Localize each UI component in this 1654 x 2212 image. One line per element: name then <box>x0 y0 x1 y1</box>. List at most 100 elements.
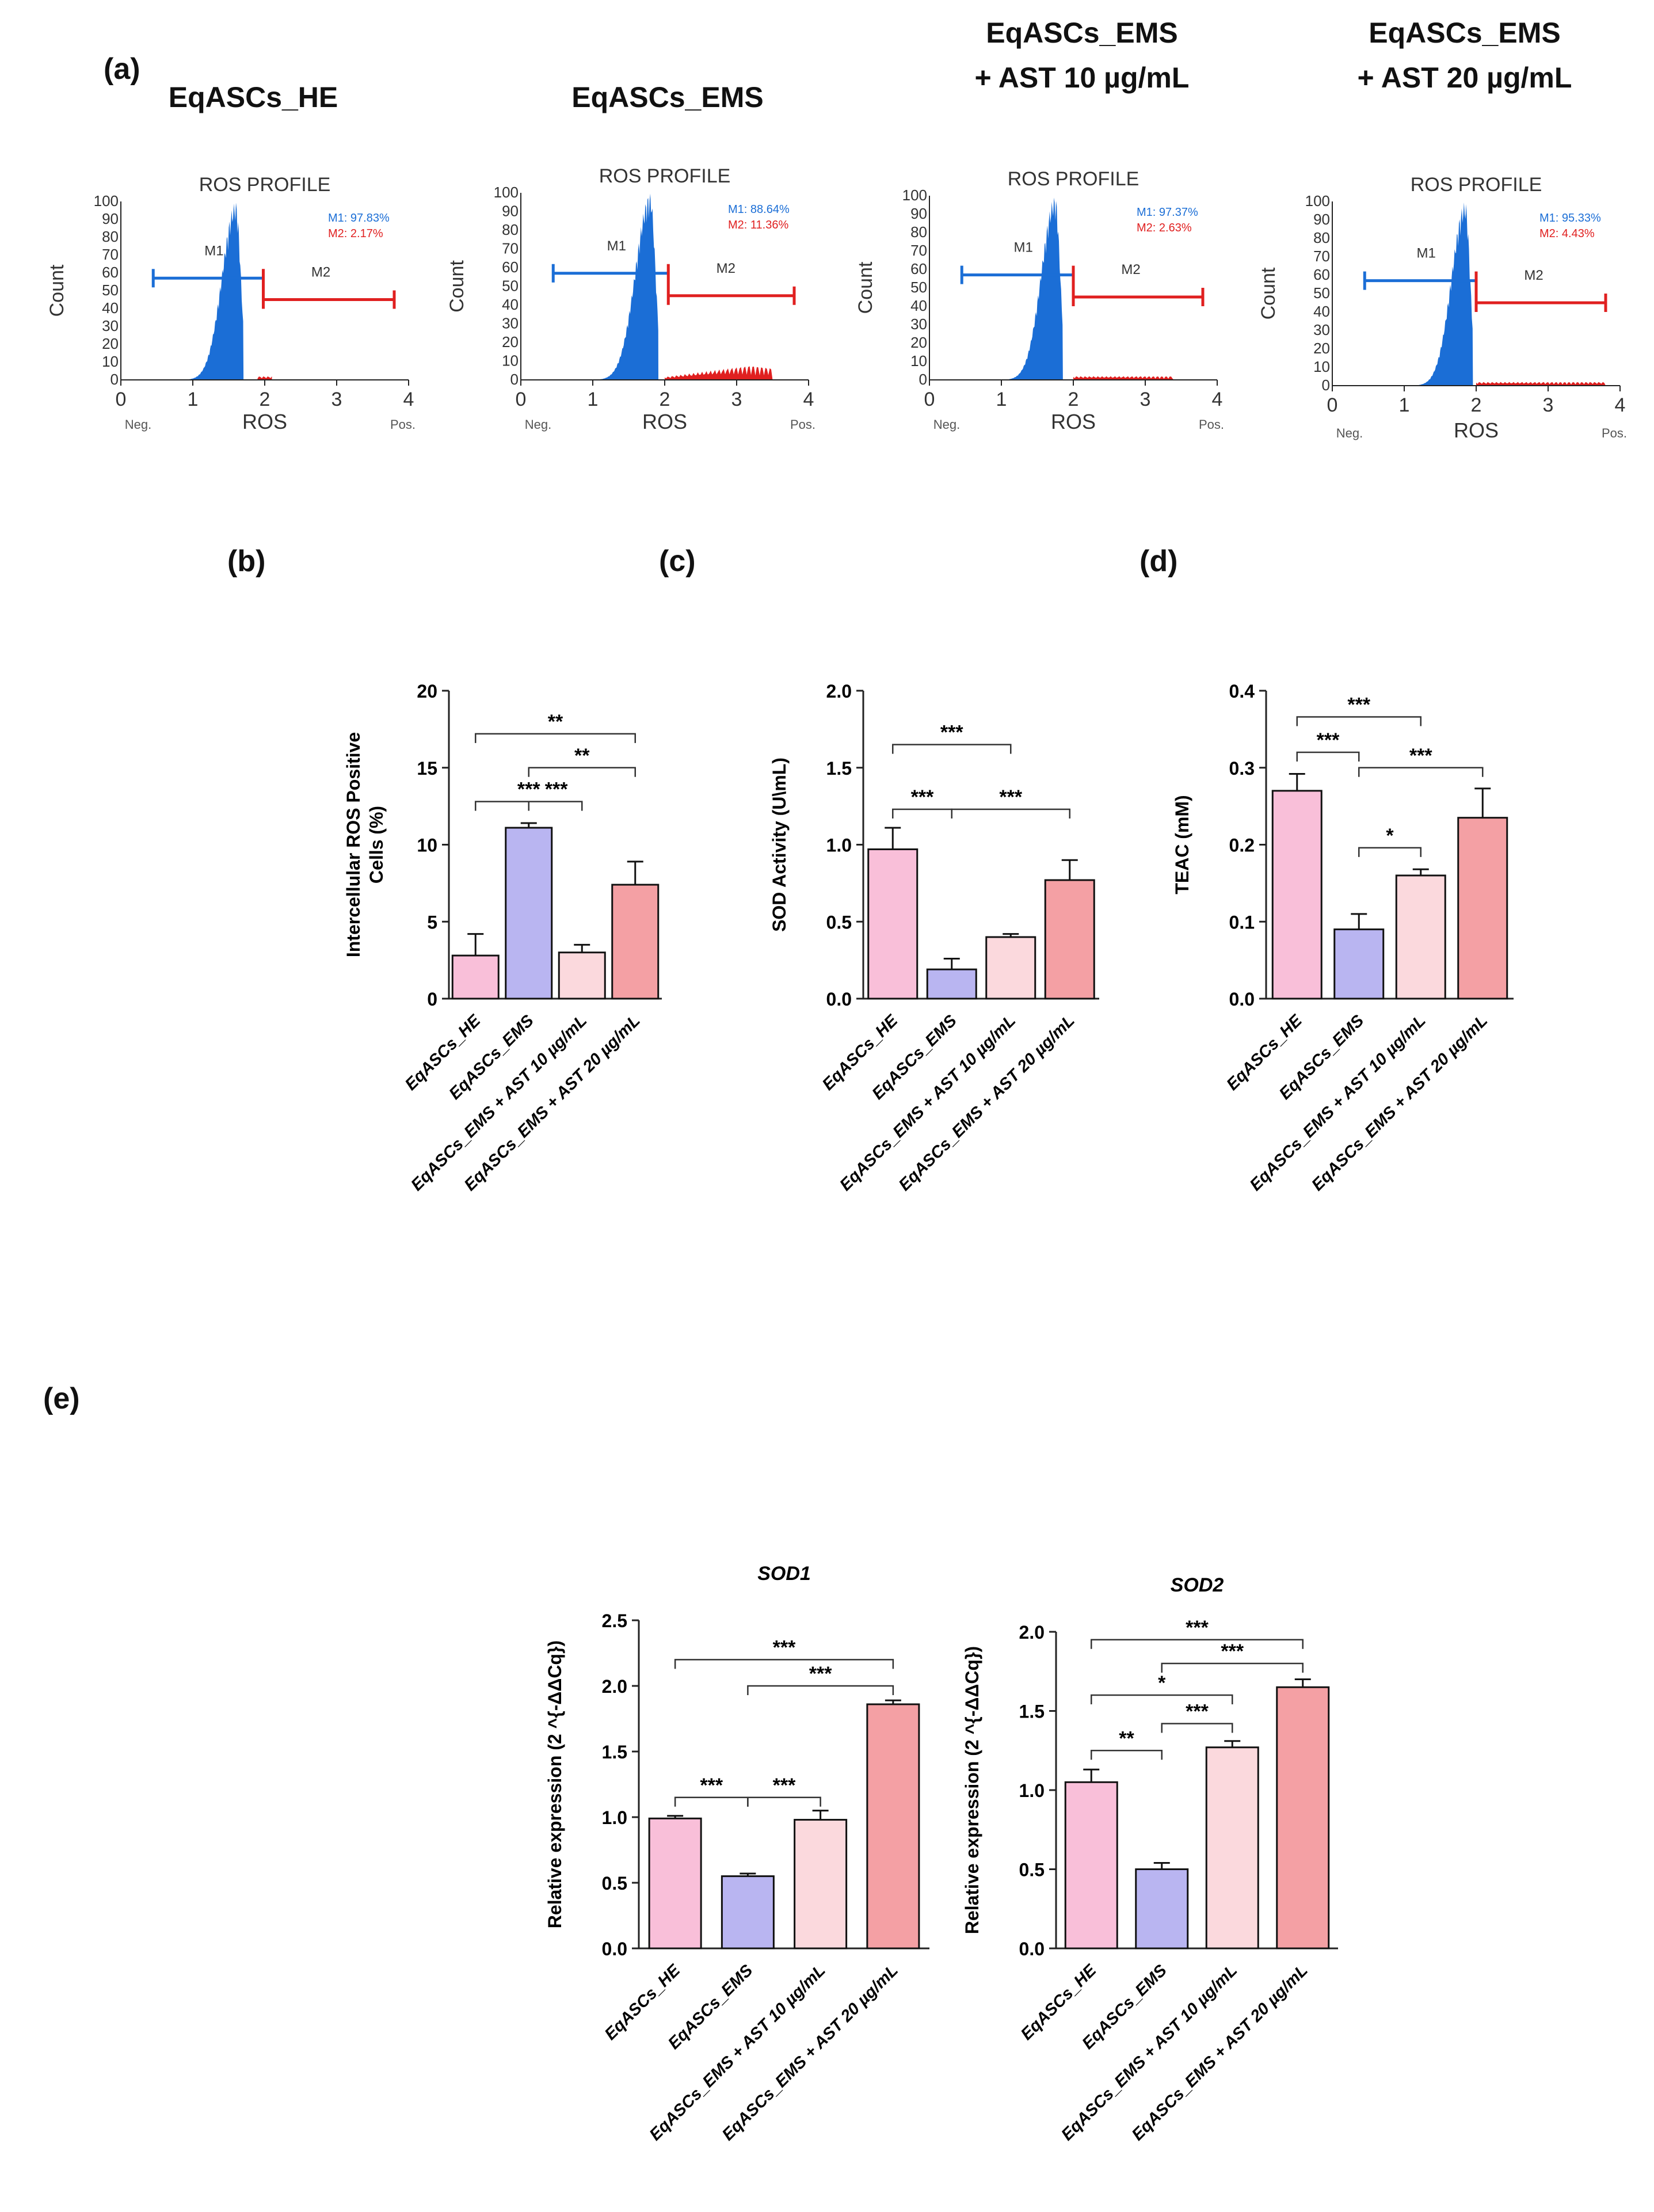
x-tick-label: 1 <box>588 389 599 410</box>
flow-title-line: EqASCs_EMS <box>986 17 1178 49</box>
y-tick-label: 0.4 <box>1229 681 1255 702</box>
x-tick-label: 2 <box>660 389 670 410</box>
y-axis-title: Count <box>46 264 68 317</box>
significance-label: *** <box>1221 1640 1244 1662</box>
x-tick-label: 3 <box>1543 394 1554 416</box>
bar <box>721 1875 775 1950</box>
y-tick-label: 0.1 <box>1229 912 1255 932</box>
m2-gate-label: M2 <box>1524 268 1543 283</box>
y-tick-label: 20 <box>1313 340 1330 357</box>
significance-label: *** <box>517 779 540 801</box>
significance-bracket <box>674 1659 894 1669</box>
m1-gate-label: M1 <box>204 243 223 258</box>
y-tick-label: 0.0 <box>826 989 852 1010</box>
y-tick-label: 40 <box>102 299 119 317</box>
y-tick-label: 40 <box>910 297 927 314</box>
y-tick-label: 10 <box>417 835 437 856</box>
bar <box>1064 1781 1118 1950</box>
x-tick-label: 0 <box>1327 394 1338 416</box>
m2-gate-label: M2 <box>717 261 735 276</box>
y-tick-label: 80 <box>502 221 519 238</box>
flow-title-line: EqASCs_HE <box>168 81 338 113</box>
x-tick-label: 4 <box>403 389 414 410</box>
y-tick-label: 0.0 <box>1019 1939 1045 1959</box>
y-tick-label: 70 <box>1313 248 1330 265</box>
flow-title-line: EqASCs_EMS <box>1369 17 1561 49</box>
panel-label-e: (e) <box>43 1382 80 1415</box>
bar-sod1-bar-chart: SOD1 0.0 0.5 1.0 1.5 2.0 2.5 Relative expressio… <box>544 1563 929 2144</box>
x-axis-neg-label: Neg. <box>125 417 151 432</box>
y-tick-label: 50 <box>910 279 927 296</box>
significance-label: ** <box>1119 1727 1134 1749</box>
y-tick-label: 0 <box>510 371 519 388</box>
y-tick-label: 100 <box>1305 192 1330 210</box>
y-tick-label: 2.5 <box>602 1611 627 1631</box>
x-axis-neg-label: Neg. <box>525 417 551 432</box>
y-tick-label: 90 <box>910 205 927 222</box>
significance-label: *** <box>700 1775 723 1796</box>
significance-bracket <box>1296 751 1360 762</box>
y-tick-label: 60 <box>910 260 927 277</box>
x-tick-label: 4 <box>1212 389 1223 410</box>
x-axis-neg-label: Neg. <box>933 417 960 432</box>
y-tick-label: 40 <box>1313 303 1330 320</box>
flow-title-line: + AST 10 µg/mL <box>974 62 1190 94</box>
significance-label: *** <box>1347 694 1370 715</box>
m1-population-area <box>980 197 1063 380</box>
bar <box>794 1819 848 1950</box>
significance-bracket <box>475 733 636 743</box>
x-tick-label: 1 <box>188 389 199 410</box>
significance-bracket <box>1358 847 1421 857</box>
x-axis-pos-label: Pos. <box>1199 417 1224 432</box>
significance-label: * <box>1158 1672 1166 1694</box>
x-axis-pos-label: Pos. <box>390 417 416 432</box>
y-tick-label: 2.0 <box>826 681 852 702</box>
m1-population-area <box>171 203 244 380</box>
bar-sod2-bar-chart: SOD2 0.0 0.5 1.0 1.5 2.0 Relative expression (… <box>962 1574 1338 2144</box>
m2-percent-stat: M2: 2.63% <box>1137 222 1192 234</box>
x-tick-label: 3 <box>731 389 742 410</box>
x-tick-label: 3 <box>1140 389 1151 410</box>
y-tick-label: 1.0 <box>826 835 852 856</box>
bar <box>1395 874 1446 1000</box>
y-tick-label: 30 <box>502 315 519 332</box>
y-tick-label: 20 <box>502 333 519 351</box>
m1-gate-label: M1 <box>607 238 626 254</box>
x-axis-title: ROS <box>1051 410 1096 433</box>
y-tick-label: 1.5 <box>1019 1701 1045 1722</box>
y-axis-title: Relative expression (2 ^{-ΔΔCq}) <box>962 1646 982 1934</box>
significance-bracket <box>1161 1723 1233 1733</box>
y-axis-title: SOD Activity (U\mL) <box>769 757 790 932</box>
significance-label: *** <box>1186 1701 1209 1723</box>
significance-label: * <box>1386 825 1394 847</box>
y-tick-label: 50 <box>102 281 119 299</box>
x-tick-label: 0 <box>116 389 127 410</box>
y-tick-label: 0 <box>110 371 119 388</box>
significance-label: *** <box>911 786 934 808</box>
y-tick-label: 0.0 <box>1229 989 1255 1010</box>
y-tick-label: 80 <box>102 228 119 245</box>
panel-label-b: (b) <box>227 545 266 578</box>
significance-label: ** <box>548 711 563 733</box>
significance-bracket <box>1091 1750 1163 1760</box>
m1-gate-label: M1 <box>1013 240 1032 256</box>
significance-bracket <box>528 767 636 777</box>
significance-bracket <box>1091 1694 1233 1704</box>
x-tick-label: 4 <box>803 389 814 410</box>
significance-bracket <box>1296 716 1421 726</box>
y-tick-label: 90 <box>502 203 519 220</box>
bar <box>985 936 1036 1000</box>
bar <box>867 848 919 1000</box>
m2-population-area <box>665 366 773 380</box>
m2-percent-stat: M2: 2.17% <box>328 227 383 240</box>
panel-label-d: (d) <box>1139 545 1178 578</box>
y-tick-label: 0.0 <box>602 1939 627 1959</box>
x-axis-title: ROS <box>642 410 687 433</box>
y-tick-label: 2.0 <box>602 1676 627 1697</box>
x-tick-label: 2 <box>1471 394 1482 416</box>
significance-label: *** <box>1409 745 1432 767</box>
bar <box>1205 1746 1259 1950</box>
